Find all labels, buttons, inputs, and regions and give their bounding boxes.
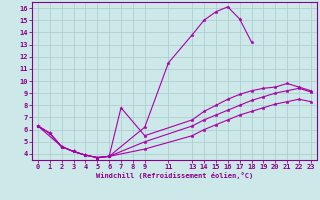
X-axis label: Windchill (Refroidissement éolien,°C): Windchill (Refroidissement éolien,°C) bbox=[96, 172, 253, 179]
